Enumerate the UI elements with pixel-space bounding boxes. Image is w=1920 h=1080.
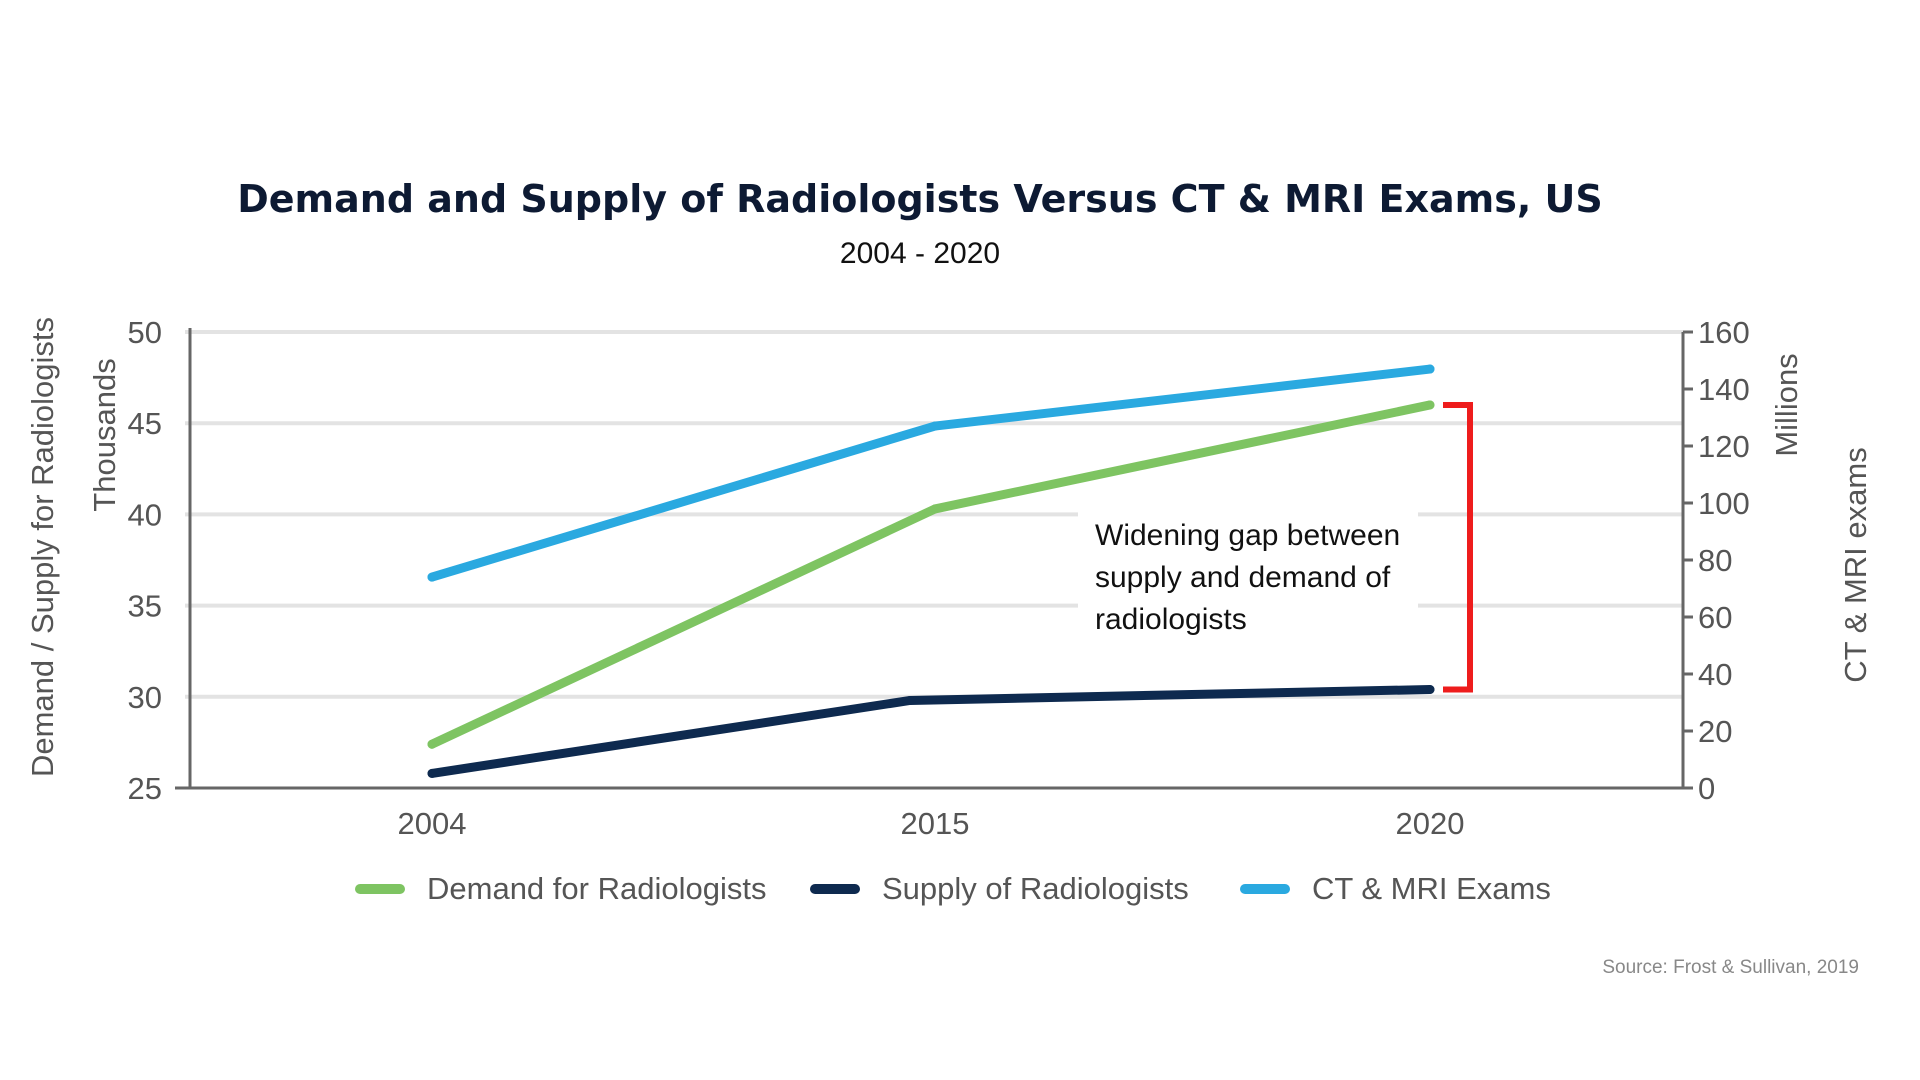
right-axis-unit-label: Millions [1769,353,1804,456]
x-axis-ticks: 2004 2015 2020 [398,806,1465,841]
chart-title: Demand and Supply of Radiologists Versus… [237,177,1603,221]
left-tick-label: 25 [128,771,162,806]
x-tick-label: 2020 [1396,806,1465,841]
data-point [427,572,437,582]
right-tick-label: 80 [1698,543,1732,578]
right-tick-label: 40 [1698,657,1732,692]
data-point [1425,400,1435,410]
chart-subtitle: 2004 - 2020 [840,237,1000,270]
annotation-line-2: supply and demand of [1095,561,1391,594]
left-axis-ticks: 25 30 35 40 45 50 [128,315,162,806]
data-point [930,504,940,514]
data-point [1425,364,1435,374]
axes [175,328,1685,790]
left-axis-unit-label: Thousands [87,358,122,511]
left-tick-label: 50 [128,315,162,350]
right-tick-label: 140 [1698,372,1750,407]
left-tick-label: 40 [128,497,162,532]
series-line-2 [427,685,1435,778]
left-tick-label: 35 [128,589,162,624]
legend-label: Supply of Radiologists [882,871,1189,906]
annotation-background [1078,510,1418,650]
x-tick-label: 2015 [901,806,970,841]
annotation-line-3: radiologists [1095,603,1247,636]
data-point [427,739,437,749]
left-axis-label: Demand / Supply for Radiologists [25,317,60,777]
legend-label: Demand for Radiologists [427,871,766,906]
right-tick-label: 160 [1698,315,1750,350]
left-tick-label: 45 [128,406,162,441]
series-lines [427,364,1435,778]
right-tick-label: 20 [1698,714,1732,749]
right-tick-label: 60 [1698,600,1732,635]
legend-label: CT & MRI Exams [1312,871,1551,906]
data-point [1425,685,1435,695]
data-point [905,695,915,705]
right-tick-label: 100 [1698,486,1750,521]
left-tick-label: 30 [128,680,162,715]
annotation-line-1: Widening gap between [1095,519,1400,552]
right-tick-label: 120 [1698,429,1750,464]
source-note: Source: Frost & Sullivan, 2019 [1602,957,1859,978]
right-tick-label: 0 [1698,771,1715,806]
gridlines [185,330,1683,699]
legend: Demand for Radiologists Supply of Radiolo… [355,871,1551,906]
data-point [427,768,437,778]
right-axis-ticks: 0 20 40 60 80 100 120 140 160 [1683,315,1750,806]
right-axis-label: CT & MRI exams [1838,447,1873,682]
data-point [930,421,940,431]
x-tick-label: 2004 [398,806,467,841]
gap-bracket [1443,401,1473,693]
